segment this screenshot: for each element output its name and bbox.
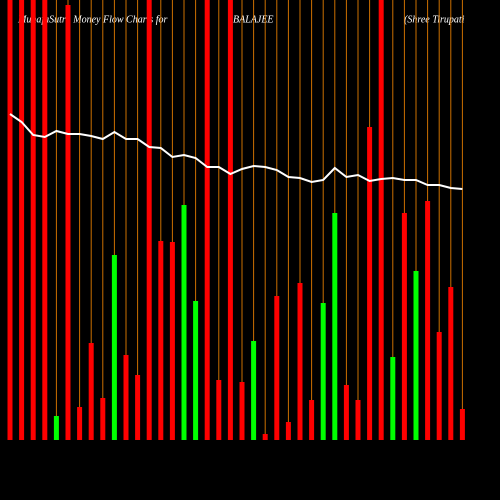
bar xyxy=(65,5,71,440)
bar xyxy=(448,287,454,440)
bar xyxy=(425,201,431,440)
bar xyxy=(227,0,233,440)
bar xyxy=(30,0,36,440)
bar xyxy=(285,422,291,440)
bar xyxy=(111,255,117,440)
bar xyxy=(251,341,257,440)
bar xyxy=(239,382,245,440)
bar xyxy=(367,127,373,440)
bar xyxy=(19,0,25,440)
bar xyxy=(88,343,94,440)
bar xyxy=(401,213,407,440)
bar xyxy=(320,303,326,440)
bar xyxy=(42,0,48,440)
bar xyxy=(459,409,465,440)
bar xyxy=(53,416,59,440)
bar xyxy=(332,213,338,440)
bar xyxy=(123,355,129,440)
bar xyxy=(297,283,303,440)
company-name: (Shree Tirupati xyxy=(404,14,465,25)
bar xyxy=(378,0,384,440)
bar xyxy=(193,301,199,440)
bar xyxy=(216,380,222,440)
bar xyxy=(135,375,141,440)
bar xyxy=(169,242,175,440)
money-flow-line xyxy=(9,113,463,190)
bar xyxy=(181,205,187,440)
bar xyxy=(390,357,396,440)
bar xyxy=(7,0,13,440)
chart-title: MunafaSutra Money Flow Charts for xyxy=(17,14,168,25)
bar xyxy=(309,400,315,440)
bar xyxy=(146,0,152,440)
bar xyxy=(413,271,419,440)
bar xyxy=(355,400,361,440)
bar xyxy=(262,434,268,440)
bar xyxy=(158,241,164,440)
bar xyxy=(77,407,83,440)
bar xyxy=(100,398,106,440)
bar xyxy=(204,0,210,440)
bar xyxy=(343,385,349,440)
bar xyxy=(436,332,442,440)
bar xyxy=(274,296,280,440)
